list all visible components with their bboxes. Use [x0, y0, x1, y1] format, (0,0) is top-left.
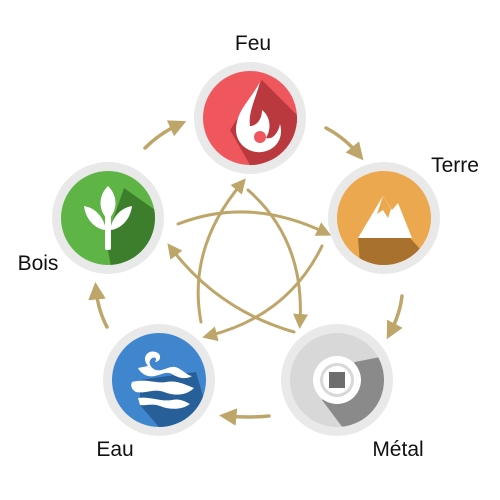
- arrow-earth-to-water: [202, 244, 324, 342]
- element-metal[interactable]: [281, 324, 400, 440]
- plant-icon: [84, 186, 132, 250]
- label-water: Eau: [96, 438, 133, 461]
- mountain-icon: [358, 196, 412, 238]
- label-earth: Terre: [431, 154, 479, 177]
- element-fire[interactable]: [194, 62, 312, 174]
- arrow-wood-to-fire: [143, 120, 187, 150]
- element-water[interactable]: [103, 324, 215, 440]
- arrow-fire-to-earth: [324, 126, 364, 161]
- arrow-metal-to-wood: [167, 243, 296, 334]
- wave-icon: [131, 351, 194, 409]
- label-fire: Feu: [235, 32, 271, 55]
- label-metal: Métal: [372, 438, 423, 461]
- element-wood[interactable]: [52, 162, 164, 274]
- generating-cycle: [88, 120, 404, 426]
- element-earth[interactable]: [328, 162, 440, 290]
- arrow-earth-to-metal: [386, 294, 404, 340]
- arrow-water-to-fire: [196, 178, 246, 324]
- flame-icon: [235, 82, 282, 153]
- arrow-metal-to-water: [219, 408, 271, 426]
- coin-icon: [313, 356, 361, 404]
- label-wood: Bois: [18, 252, 59, 275]
- arrow-fire-to-metal: [246, 188, 309, 329]
- arrow-wood-to-earth: [176, 210, 332, 236]
- controlling-cycle: [167, 178, 332, 342]
- arrow-water-to-wood: [88, 282, 109, 329]
